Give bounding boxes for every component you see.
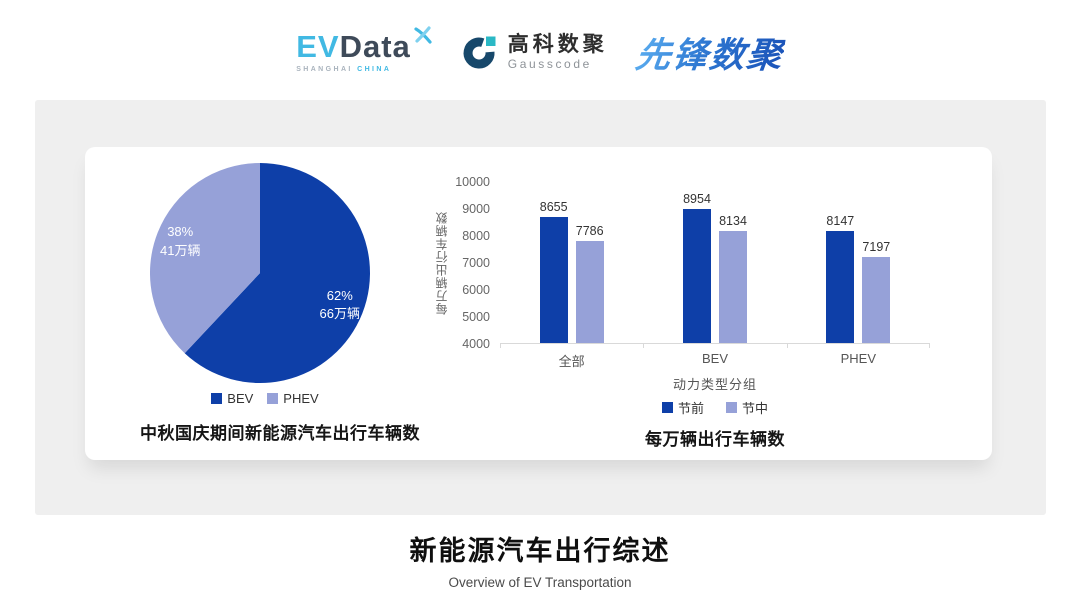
evdata-subtext-shanghai: SHANGHAI <box>296 66 353 73</box>
gausscode-logo: 高科数聚 Gausscode <box>461 33 608 71</box>
bar-节前-BEV <box>683 209 711 343</box>
legend-label: PHEV <box>283 391 319 406</box>
xtick-mark <box>786 344 788 348</box>
legend-item: 节前 <box>661 398 704 417</box>
legend-item: PHEV <box>267 391 319 406</box>
ytick-label: 6000 <box>462 283 490 297</box>
evdata-data-text: Data <box>339 29 411 64</box>
evdata-subtext-china: CHINA <box>357 66 392 73</box>
bar-value-label: 7197 <box>862 239 891 254</box>
pie-slice-label-PHEV: 38% 41万辆 <box>160 223 200 259</box>
gausscode-g-icon <box>463 36 496 69</box>
pie-label-percent: 38% <box>167 224 194 240</box>
bar-legend: 节前 节中 <box>500 398 930 417</box>
page-footer: 新能源汽车出行综述 Overview of EV Transportation <box>0 529 1080 590</box>
legend-swatch <box>726 402 737 413</box>
evdata-ev-text: EV <box>296 29 340 64</box>
pie-svg <box>150 163 370 383</box>
bar-value-label: 8954 <box>683 192 711 207</box>
xianfeng-shuju-logo: 先锋数聚 <box>633 27 787 78</box>
charts-card: 62% 66万辆 38% 41万辆 BEV PHEV 中秋国庆期间新能源汽车出行车辆数 … <box>85 147 992 460</box>
bar-节中-BEV <box>719 231 747 343</box>
bar-节前-PHEV <box>826 231 855 343</box>
ytick-label: 8000 <box>462 229 490 243</box>
evdata-subtext: SHANGHAI CHINA <box>296 66 433 73</box>
xtick-mark <box>929 344 930 348</box>
pie-legend: BEV PHEV <box>100 391 430 406</box>
legend-label: 节中 <box>742 401 769 416</box>
bar-节前-全部 <box>539 217 568 343</box>
ytick-label: 5000 <box>462 310 490 324</box>
ytick-label: 7000 <box>462 256 490 270</box>
pie-label-value: 66万辆 <box>319 305 360 321</box>
pie-chart-title: 中秋国庆期间新能源汽车出行车辆数 <box>140 424 420 443</box>
legend-label: BEV <box>227 391 254 406</box>
category-label-PHEV: PHEV <box>840 351 877 366</box>
page-title: 新能源汽车出行综述 <box>409 536 671 566</box>
bar-value-label: 8134 <box>719 214 747 229</box>
pie-label-percent: 62% <box>326 287 353 303</box>
header-logos: EV Data SHANGHAI CHINA 高科数聚 Gausscode 先锋数… <box>0 22 1080 82</box>
legend-swatch <box>267 393 279 404</box>
ytick-label: 10000 <box>455 175 490 189</box>
xtick-mark <box>500 344 501 348</box>
bar-plot-area: 8655 7786 8954 8134 8147 7197 <box>500 182 930 344</box>
gausscode-cn-name: 高科数聚 <box>507 32 608 56</box>
gausscode-en-name: Gausscode <box>507 57 592 72</box>
bar-value-label: 8147 <box>826 214 855 228</box>
evdata-wordmark: EV Data <box>296 26 433 64</box>
ytick-label: 4000 <box>462 337 490 351</box>
page-subtitle: Overview of EV Transportation <box>448 575 632 590</box>
category-label-BEV: BEV <box>701 351 728 366</box>
legend-swatch <box>211 393 223 404</box>
gausscode-text: 高科数聚 Gausscode <box>508 33 608 71</box>
legend-label: 节前 <box>677 401 704 416</box>
evdata-logo: EV Data SHANGHAI CHINA <box>296 26 433 73</box>
bar-节中-PHEV <box>862 256 891 343</box>
gray-panel: 62% 66万辆 38% 41万辆 BEV PHEV 中秋国庆期间新能源汽车出行车辆数 … <box>35 100 1046 515</box>
category-label-全部: 全部 <box>558 354 585 369</box>
pie-chart: 62% 66万辆 38% 41万辆 BEV PHEV 中秋国庆期间新能源汽车出行车辆数 <box>85 147 475 460</box>
legend-item: BEV <box>211 391 253 406</box>
xtick-mark <box>643 344 645 348</box>
pie-label-value: 41万辆 <box>159 242 201 258</box>
bar-value-label: 8655 <box>539 200 568 215</box>
bar-chart: 每万辆出行车辆数 4000 5000 6000 7000 8000 9000 10000 8… <box>435 167 980 457</box>
bar-节中-全部 <box>575 240 604 343</box>
evdata-x-icon <box>414 26 432 44</box>
bar-xaxis-title: 动力类型分组 <box>672 377 757 392</box>
ytick-label: 9000 <box>462 202 490 216</box>
pie-slice-label-BEV: 62% 66万辆 <box>320 286 360 322</box>
bar-chart-title: 每万辆出行车辆数 <box>645 430 785 449</box>
pie-slice-PHEV <box>150 163 260 354</box>
legend-swatch <box>661 402 673 413</box>
bar-value-label: 7786 <box>575 223 604 238</box>
pie-slice-BEV <box>184 163 370 383</box>
legend-item: 节中 <box>726 398 768 417</box>
